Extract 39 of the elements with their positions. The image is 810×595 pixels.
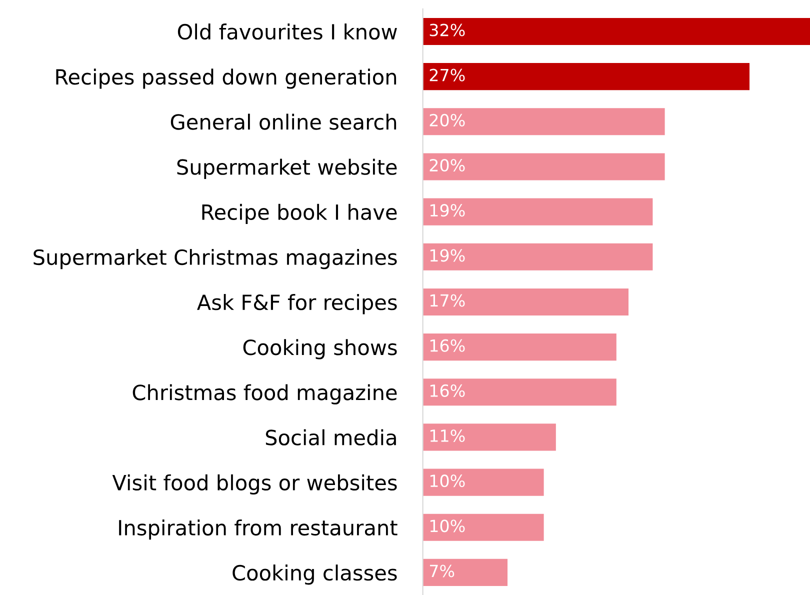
bar <box>422 334 616 361</box>
data-label: 20% <box>430 114 465 126</box>
y-tick-label: Old favourites I know <box>178 24 397 40</box>
data-label: 19% <box>430 249 465 262</box>
y-tick-label: Inspiration from restaurant <box>119 519 398 540</box>
bar <box>422 558 508 586</box>
bar <box>422 153 665 180</box>
data-label: 16% <box>430 384 465 397</box>
y-tick-label: Cooking classes <box>232 564 397 585</box>
bar <box>422 514 544 541</box>
data-label: 27% <box>430 68 465 82</box>
bar <box>422 243 653 270</box>
y-tick-label: Social media <box>266 429 396 446</box>
y-tick-label: Recipes passed down generation <box>56 68 396 89</box>
data-label: 10% <box>430 520 465 532</box>
y-tick-label: Visit food blogs or websites <box>112 474 397 495</box>
y-tick-label: Recipe book I have <box>202 204 397 224</box>
bar <box>422 378 616 406</box>
bar <box>422 198 653 226</box>
data-label: 7% <box>430 564 454 578</box>
data-label: 19% <box>430 204 465 217</box>
data-label: 11% <box>430 429 465 442</box>
y-tick-label: General online search <box>170 114 396 130</box>
bar <box>422 288 629 316</box>
bar <box>422 63 750 90</box>
bar <box>422 424 556 451</box>
data-label: 10% <box>430 474 465 488</box>
y-tick-label: Cooking shows <box>243 339 397 360</box>
data-label: 20% <box>430 158 465 172</box>
data-label: 32% <box>430 24 465 36</box>
bar <box>422 108 665 136</box>
bar <box>422 468 544 496</box>
y-tick-label: Supermarket website <box>177 158 397 179</box>
bar <box>422 18 810 45</box>
y-tick-label: Supermarket Christmas magazines <box>34 248 397 270</box>
y-tick-label: Christmas food magazine <box>132 384 397 404</box>
data-label: 16% <box>430 339 465 352</box>
data-label: 17% <box>430 294 465 307</box>
y-tick-label: Ask F&F for recipes <box>197 294 397 314</box>
